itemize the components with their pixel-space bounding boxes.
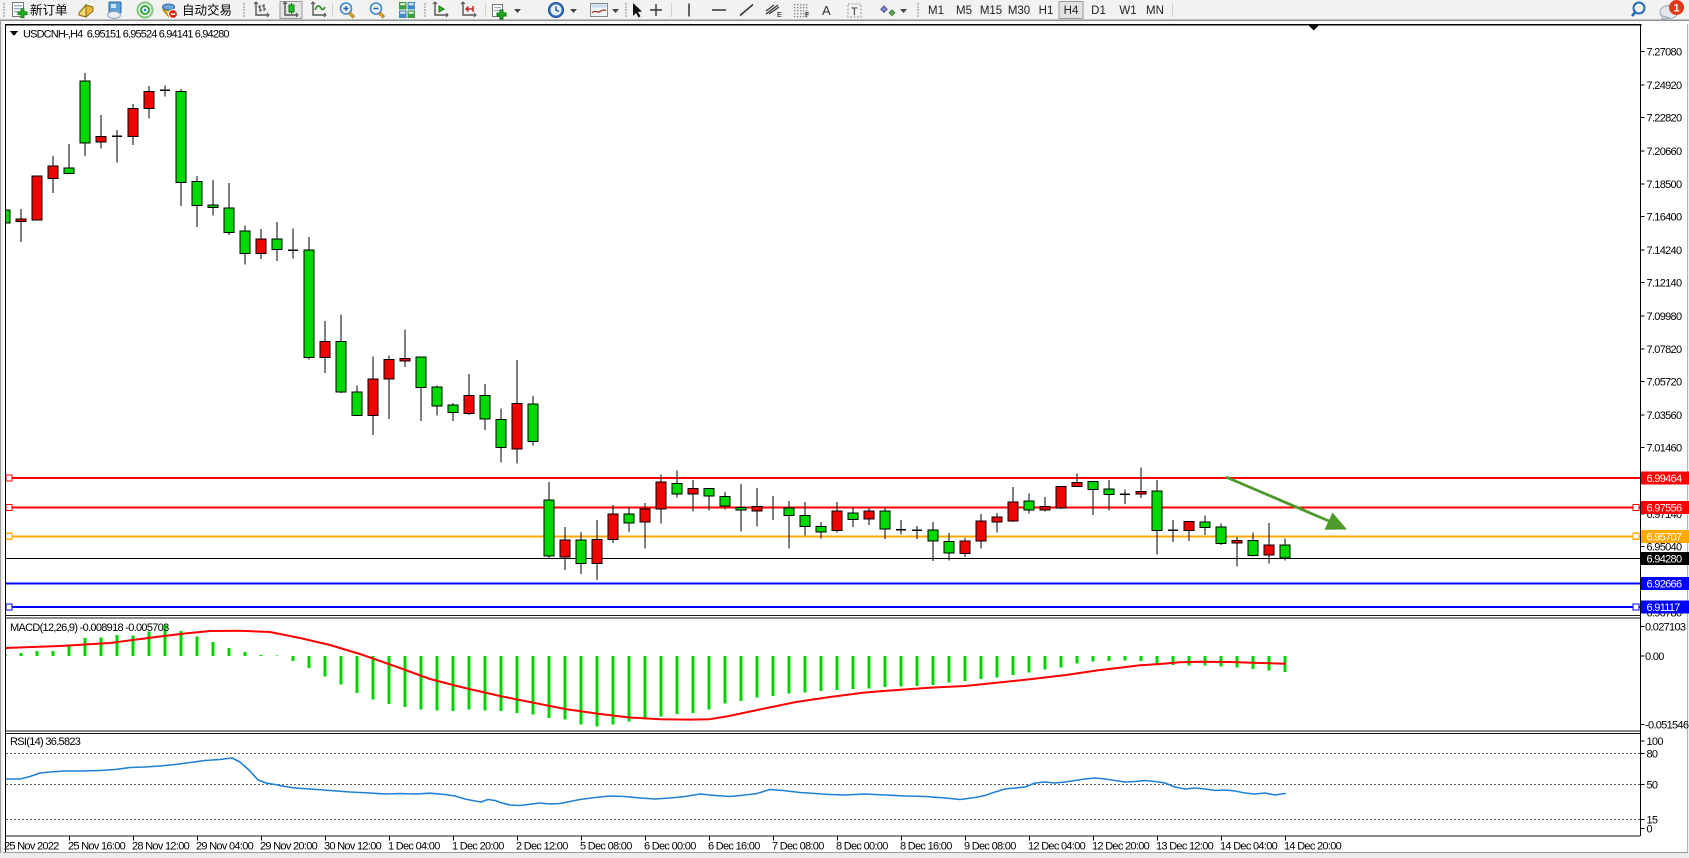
svg-text:6.92666: 6.92666 [1647,579,1682,591]
svg-text:100: 100 [1647,736,1664,748]
svg-text:6.91117: 6.91117 [1647,602,1681,614]
svg-text:7.20660: 7.20660 [1647,146,1682,158]
svg-text:D1: D1 [1091,5,1106,17]
svg-text:25 Nov 16:00: 25 Nov 16:00 [68,841,126,853]
svg-text:7.18500: 7.18500 [1647,179,1682,191]
svg-text:W1: W1 [1119,5,1136,17]
svg-text:T: T [851,6,858,18]
svg-text:8 Dec 16:00: 8 Dec 16:00 [900,841,952,853]
svg-text:7.09980: 7.09980 [1647,311,1682,323]
svg-text:M5: M5 [956,5,972,17]
svg-text:1 Dec 20:00: 1 Dec 20:00 [452,841,504,853]
svg-text:7 Dec 08:00: 7 Dec 08:00 [772,841,824,853]
svg-text:6.95707: 6.95707 [1647,532,1682,544]
svg-text:1: 1 [1673,3,1679,15]
svg-text:7.03560: 7.03560 [1647,410,1682,422]
svg-text:MACD(12,26,9) -0.008918 -0.005: MACD(12,26,9) -0.008918 -0.005703 [10,622,169,634]
svg-text:30 Nov 12:00: 30 Nov 12:00 [324,841,382,853]
svg-text:14 Dec 04:00: 14 Dec 04:00 [1220,841,1278,853]
svg-text:0: 0 [1647,824,1653,836]
svg-text:7.27080: 7.27080 [1647,47,1682,59]
svg-text:USDCNH-,H4 6.95151 6.95524 6.: USDCNH-,H4 6.95151 6.95524 6.94141 6.942… [23,29,229,41]
svg-text:F: F [805,12,809,19]
svg-text:6 Dec 00:00: 6 Dec 00:00 [644,841,696,853]
svg-text:MN: MN [1146,5,1164,17]
svg-text:7.16400: 7.16400 [1647,212,1682,224]
svg-text:-0.051546: -0.051546 [1645,720,1689,732]
svg-text:7.12140: 7.12140 [1647,277,1682,289]
svg-text:0.027103: 0.027103 [1645,622,1686,634]
svg-text:6.99464: 6.99464 [1647,473,1682,485]
svg-text:80: 80 [1647,749,1658,761]
svg-text:新订单: 新订单 [30,3,68,18]
svg-text:H4: H4 [1064,5,1079,17]
svg-text:M15: M15 [980,5,1002,17]
svg-text:M1: M1 [928,5,944,17]
svg-text:7.07820: 7.07820 [1647,344,1682,356]
svg-text:50: 50 [1647,780,1658,792]
svg-text:1 Dec 04:00: 1 Dec 04:00 [388,841,440,853]
svg-text:13 Dec 12:00: 13 Dec 12:00 [1156,841,1214,853]
svg-text:6.95040: 6.95040 [1647,542,1682,554]
svg-text:29 Nov 20:00: 29 Nov 20:00 [260,841,318,853]
svg-text:5 Dec 08:00: 5 Dec 08:00 [580,841,632,853]
svg-text:2 Dec 12:00: 2 Dec 12:00 [516,841,568,853]
svg-text:7.05720: 7.05720 [1647,377,1682,389]
svg-text:6 Dec 16:00: 6 Dec 16:00 [708,841,760,853]
svg-text:29 Nov 04:00: 29 Nov 04:00 [196,841,254,853]
svg-text:6.97556: 6.97556 [1647,503,1682,515]
svg-text:7.14240: 7.14240 [1647,245,1682,257]
svg-text:15: 15 [1647,815,1658,827]
svg-text:自动交易: 自动交易 [182,3,232,18]
svg-text:M30: M30 [1008,5,1030,17]
svg-text:H1: H1 [1039,5,1054,17]
svg-text:12 Dec 04:00: 12 Dec 04:00 [1028,841,1086,853]
svg-text:25 Nov 2022: 25 Nov 2022 [4,841,59,853]
svg-text:6.94280: 6.94280 [1647,554,1682,566]
svg-text:7.22820: 7.22820 [1647,112,1682,124]
svg-text:8 Dec 00:00: 8 Dec 00:00 [836,841,888,853]
svg-text:7.01460: 7.01460 [1647,442,1682,454]
svg-text:0.00: 0.00 [1645,651,1664,663]
svg-text:A: A [822,3,831,18]
svg-text:9 Dec 08:00: 9 Dec 08:00 [964,841,1016,853]
svg-text:14 Dec 20:00: 14 Dec 20:00 [1284,841,1342,853]
svg-text:RSI(14) 36.5823: RSI(14) 36.5823 [10,736,81,748]
svg-text:12 Dec 20:00: 12 Dec 20:00 [1092,841,1150,853]
svg-text:28 Nov 12:00: 28 Nov 12:00 [132,841,190,853]
svg-text:7.24920: 7.24920 [1647,80,1682,92]
svg-text:E: E [777,12,782,19]
